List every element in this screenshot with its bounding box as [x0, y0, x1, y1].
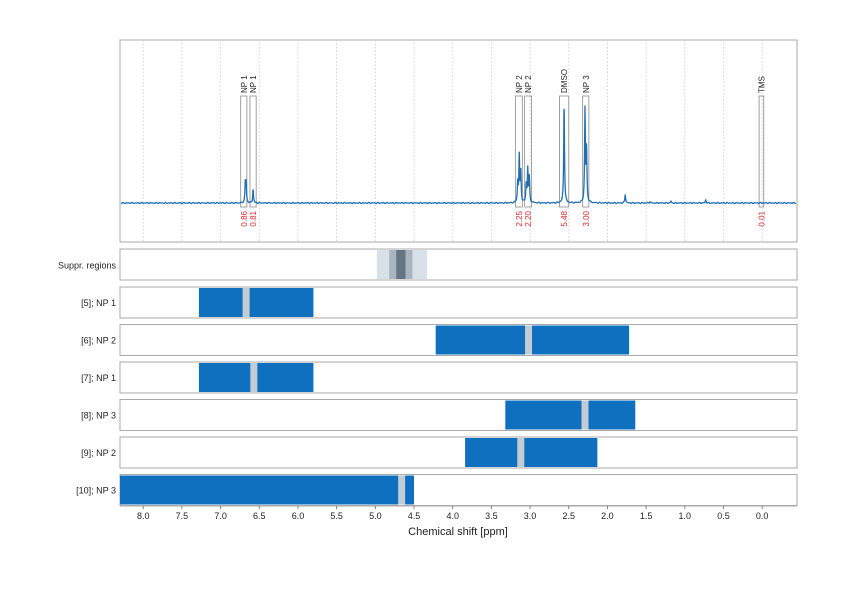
peak-annotation-labels: NP 1 0.86 NP 1 0.81 NP 2 2.25 NP 2 2.20 DMSO 5.48… — [240, 69, 767, 227]
band-row: [5]; NP 1 — [81, 286, 798, 319]
band-row-label: [9]; NP 2 — [81, 448, 116, 458]
band-rows: [5]; NP 1 [6]; NP 2 [7]; NP 1 [8]; NP 3 [9];… — [76, 286, 798, 506]
band-bar — [465, 438, 598, 467]
peak-annotation-box — [514, 95, 523, 208]
suppression-regions — [376, 250, 428, 279]
peak-annotation-label: NP 1 — [249, 75, 258, 93]
x-axis-tick-label: 0.5 — [717, 511, 730, 521]
peak-integral-label: 0.01 — [757, 210, 766, 226]
x-axis-tick-label: 1.0 — [679, 511, 692, 521]
band-row: [10]; NP 3 — [76, 474, 798, 506]
band-shift-marker — [250, 363, 258, 392]
band-bar — [120, 475, 415, 505]
suppression-panel: Suppr. regions — [58, 248, 798, 281]
x-axis-tick-label: 6.0 — [292, 511, 305, 521]
spectrum-frame — [119, 39, 798, 243]
peak-annotation-box — [240, 95, 248, 208]
peak-annotation-box — [249, 95, 257, 208]
band-row-frame — [119, 399, 798, 431]
band-row-label: [10]; NP 3 — [76, 486, 116, 496]
x-axis-tick-label: 7.5 — [176, 511, 189, 521]
x-axis-tick-label: 5.5 — [330, 511, 343, 521]
band-row-frame — [119, 436, 798, 469]
band-shift-marker — [242, 288, 250, 317]
spectrum-line — [120, 105, 797, 205]
peak-annotation-label: NP 2 — [515, 75, 524, 93]
peak-annotation-box — [524, 95, 533, 208]
band-row-label: [8]; NP 3 — [81, 411, 116, 421]
band-row-label: [6]; NP 2 — [81, 336, 116, 346]
spectrum-gridlines — [142, 40, 763, 242]
peak-integral-label: 0.81 — [249, 210, 258, 226]
x-axis-tick-label: 0.0 — [756, 511, 769, 521]
suppression-frame — [119, 248, 798, 281]
peak-annotation-box — [758, 95, 765, 208]
peak-annotation-box — [559, 95, 570, 208]
peak-annotation-label: DMSO — [560, 69, 569, 93]
suppression-region — [396, 250, 406, 279]
x-axis-tick-label: 8.0 — [137, 511, 150, 521]
peak-annotation-label: NP 3 — [582, 75, 591, 93]
x-axis-tick-label: 7.0 — [214, 511, 227, 521]
x-axis-tick-label: 4.0 — [446, 511, 459, 521]
peak-integral-label: 2.20 — [524, 210, 533, 226]
band-row: [7]; NP 1 — [81, 361, 798, 394]
peak-integral-label: 0.86 — [240, 210, 249, 226]
x-axis-title: Chemical shift [ppm] — [408, 526, 508, 538]
peak-integral-label: 5.48 — [560, 210, 569, 226]
band-shift-marker — [581, 400, 589, 430]
peak-annotation-label: TMS — [757, 76, 766, 93]
peak-annotation-box — [582, 95, 590, 208]
band-row: [9]; NP 2 — [81, 436, 798, 469]
band-bar — [435, 325, 630, 355]
peak-integral-label: 3.00 — [582, 210, 591, 226]
x-axis-tick-label: 3.5 — [485, 511, 498, 521]
x-axis-tick-label: 2.0 — [601, 511, 614, 521]
peak-annotation-label: NP 2 — [524, 75, 533, 93]
x-axis-tick-label: 5.0 — [369, 511, 382, 521]
band-bar — [198, 288, 314, 317]
x-axis-tick-label: 2.5 — [562, 511, 575, 521]
band-shift-marker — [525, 325, 533, 355]
band-shift-marker — [398, 475, 406, 505]
suppression-row-label: Suppr. regions — [58, 261, 117, 271]
peak-annotation-boxes — [240, 95, 765, 208]
x-axis-tick-label: 1.5 — [640, 511, 653, 521]
x-axis-tick-label: 3.0 — [524, 511, 537, 521]
band-row: [6]; NP 2 — [81, 324, 798, 356]
peak-annotation-label: NP 1 — [240, 75, 249, 93]
peak-integral-label: 2.25 — [515, 210, 524, 226]
spectrum-panel: NP 1 0.86 NP 1 0.81 NP 2 2.25 NP 2 2.20 DMSO 5.48… — [119, 39, 798, 243]
x-axis: 8.0 7.5 7.0 6.5 6.0 5.5 5.0 4.5 4.0 3.5 3.0 2.5 2.0 1… — [120, 505, 797, 521]
band-bar — [505, 400, 636, 430]
band-row: [8]; NP 3 — [81, 399, 798, 431]
band-row-label: [7]; NP 1 — [81, 373, 116, 383]
x-axis-tick-label: 6.5 — [253, 511, 266, 521]
band-row-label: [5]; NP 1 — [81, 298, 116, 308]
x-axis-tick-label: 4.5 — [408, 511, 421, 521]
band-shift-marker — [517, 438, 525, 467]
